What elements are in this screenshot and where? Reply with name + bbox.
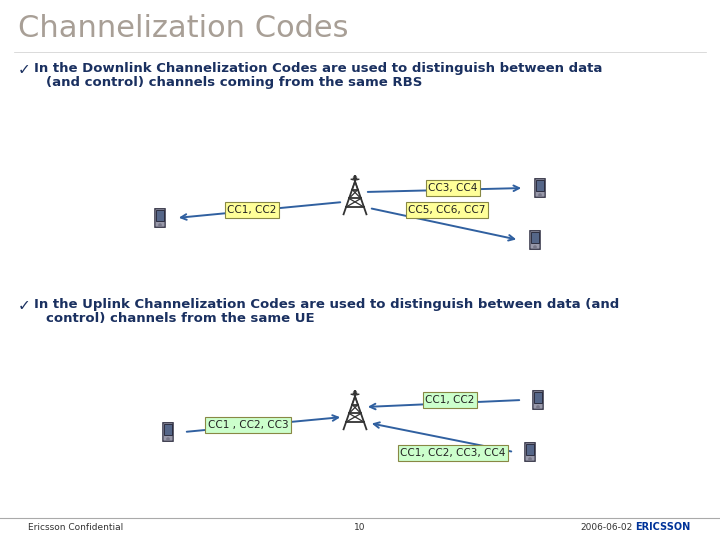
Circle shape [354, 391, 356, 393]
Circle shape [159, 224, 161, 226]
Text: Ericsson Confidential: Ericsson Confidential [28, 523, 123, 531]
FancyBboxPatch shape [533, 391, 543, 409]
Text: CC3, CC4: CC3, CC4 [428, 183, 477, 193]
FancyBboxPatch shape [164, 424, 171, 435]
Text: In the Uplink Channelization Codes are used to distinguish between data (and: In the Uplink Channelization Codes are u… [34, 298, 619, 311]
FancyBboxPatch shape [526, 444, 534, 455]
Circle shape [539, 194, 541, 196]
FancyBboxPatch shape [163, 423, 173, 441]
Text: In the Downlink Channelization Codes are used to distinguish between data: In the Downlink Channelization Codes are… [34, 62, 603, 75]
Text: control) channels from the same UE: control) channels from the same UE [46, 312, 315, 325]
Circle shape [354, 176, 356, 178]
Circle shape [537, 406, 539, 408]
Text: 2006-06-02: 2006-06-02 [580, 523, 632, 531]
Circle shape [167, 438, 169, 440]
Text: CC1, CC2: CC1, CC2 [228, 205, 276, 215]
Circle shape [529, 458, 531, 460]
FancyBboxPatch shape [530, 231, 540, 249]
FancyBboxPatch shape [525, 443, 535, 461]
Text: 10: 10 [354, 523, 366, 531]
FancyBboxPatch shape [155, 208, 165, 227]
Text: CC1, CC2: CC1, CC2 [426, 395, 474, 405]
Text: ✓: ✓ [18, 298, 31, 313]
Text: ERICSSON: ERICSSON [635, 522, 690, 532]
Text: ✓: ✓ [18, 62, 31, 77]
FancyBboxPatch shape [156, 210, 163, 221]
Text: Channelization Codes: Channelization Codes [18, 14, 348, 43]
Text: CC5, CC6, CC7: CC5, CC6, CC7 [408, 205, 486, 215]
FancyBboxPatch shape [531, 232, 539, 242]
FancyBboxPatch shape [534, 393, 541, 403]
Text: CC1, CC2, CC3, CC4: CC1, CC2, CC3, CC4 [400, 448, 505, 458]
Circle shape [534, 246, 536, 248]
Text: (and control) channels coming from the same RBS: (and control) channels coming from the s… [46, 76, 423, 89]
FancyBboxPatch shape [535, 179, 545, 197]
Text: CC1 , CC2, CC3: CC1 , CC2, CC3 [207, 420, 288, 430]
FancyBboxPatch shape [536, 180, 544, 191]
